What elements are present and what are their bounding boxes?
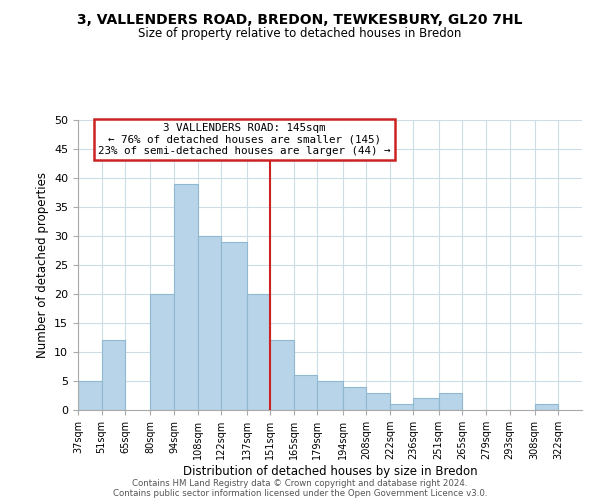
Text: Contains HM Land Registry data © Crown copyright and database right 2024.: Contains HM Land Registry data © Crown c… bbox=[132, 478, 468, 488]
Bar bbox=[317, 381, 343, 410]
Text: Contains public sector information licensed under the Open Government Licence v3: Contains public sector information licen… bbox=[113, 488, 487, 498]
Text: 3 VALLENDERS ROAD: 145sqm
← 76% of detached houses are smaller (145)
23% of semi: 3 VALLENDERS ROAD: 145sqm ← 76% of detac… bbox=[98, 123, 391, 156]
Bar bbox=[413, 398, 439, 410]
Bar bbox=[101, 340, 125, 410]
Bar bbox=[197, 236, 221, 410]
Bar bbox=[390, 404, 413, 410]
Bar bbox=[151, 294, 174, 410]
Bar bbox=[535, 404, 559, 410]
Bar bbox=[343, 387, 366, 410]
X-axis label: Distribution of detached houses by size in Bredon: Distribution of detached houses by size … bbox=[182, 465, 478, 478]
Bar bbox=[174, 184, 197, 410]
Bar bbox=[247, 294, 270, 410]
Text: 3, VALLENDERS ROAD, BREDON, TEWKESBURY, GL20 7HL: 3, VALLENDERS ROAD, BREDON, TEWKESBURY, … bbox=[77, 12, 523, 26]
Bar bbox=[78, 381, 101, 410]
Bar bbox=[270, 340, 294, 410]
Bar bbox=[221, 242, 247, 410]
Y-axis label: Number of detached properties: Number of detached properties bbox=[35, 172, 49, 358]
Text: Size of property relative to detached houses in Bredon: Size of property relative to detached ho… bbox=[139, 28, 461, 40]
Bar bbox=[366, 392, 390, 410]
Bar bbox=[439, 392, 463, 410]
Bar bbox=[294, 375, 317, 410]
